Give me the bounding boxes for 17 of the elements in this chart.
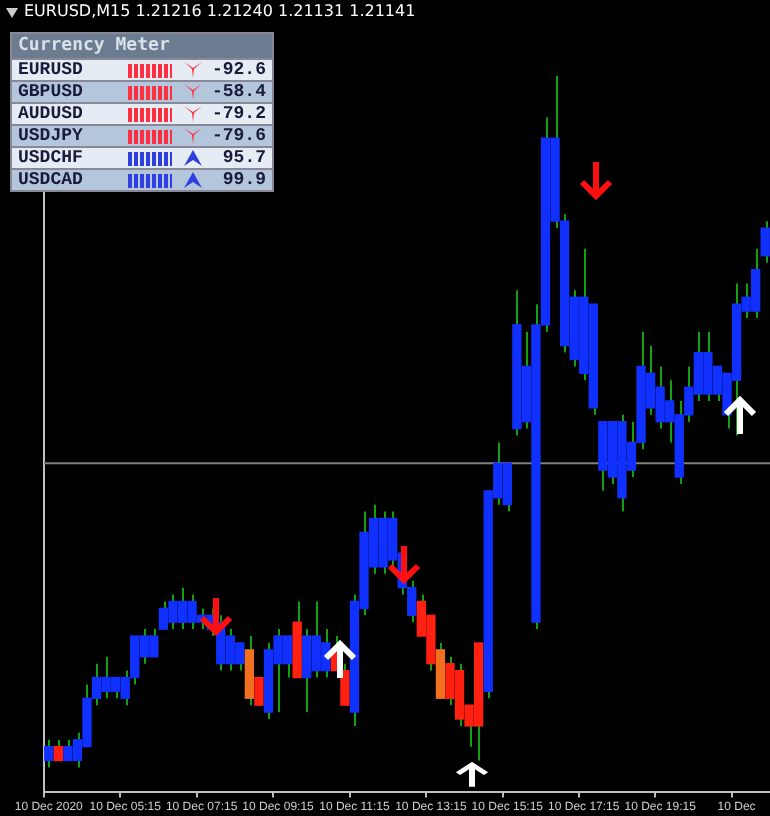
- candlestick: [53, 738, 63, 762]
- data-label: 99.9: [222, 170, 268, 190]
- category-label: USDCAD: [16, 170, 85, 190]
- data-label: 95.7: [222, 148, 268, 168]
- text: Currency Meter: [12, 34, 272, 58]
- category-label: USDJPY: [16, 126, 85, 146]
- category-label: USDCHF: [16, 148, 85, 168]
- data-label: -58.4: [211, 82, 268, 102]
- category-label: GBPUSD: [16, 82, 85, 102]
- data-label: -79.2: [211, 104, 268, 124]
- candlestick: [44, 738, 54, 769]
- category-label: EURUSD: [16, 60, 85, 80]
- data-label: -79.6: [211, 126, 268, 146]
- candlestick: [340, 662, 350, 707]
- category-label: AUDUSD: [16, 104, 85, 124]
- chart-title: EURUSD,M15 1.21216 1.21240 1.21131 1.21141: [24, 2, 416, 20]
- data-label: -92.6: [211, 60, 268, 80]
